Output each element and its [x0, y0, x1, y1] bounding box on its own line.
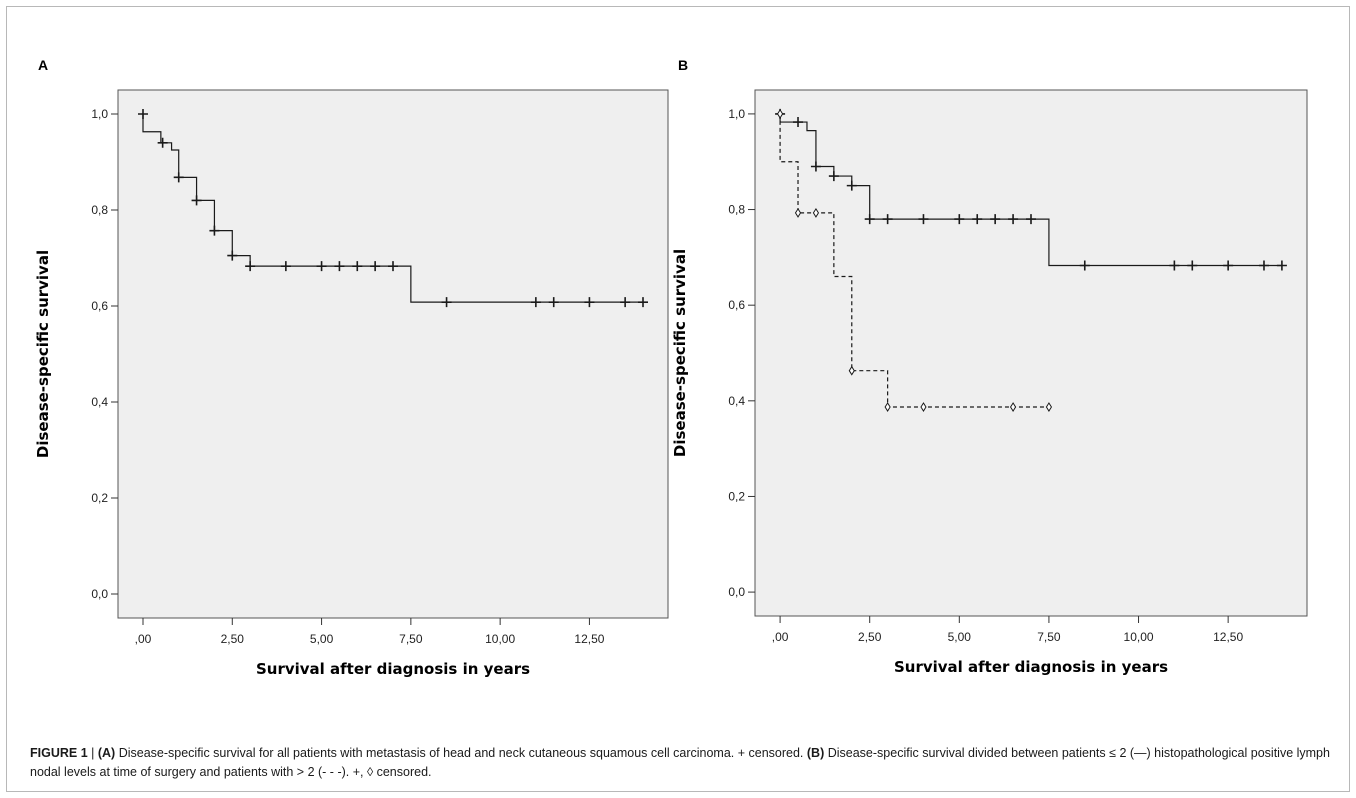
panel-a-x-tick-label: 7,50 [399, 632, 423, 646]
panel-a-x-tick-label: ,00 [135, 632, 152, 646]
panel-a-censor-plus-marker [388, 261, 398, 272]
panel-a-censor-plus-marker [209, 225, 220, 236]
panel-a-censor-plus-marker [138, 109, 148, 119]
panel-a-censor-plus-marker [334, 261, 345, 272]
panel-b-censor-plus-marker [954, 214, 965, 225]
panel-b-y-tick-label: 0,8 [728, 203, 745, 217]
panel-b-y-tick-label: 0,6 [728, 298, 745, 312]
panel-b-censor-diamond-marker [920, 402, 927, 412]
panel-b-censor-plus-marker [1169, 260, 1180, 271]
panel-b-censor-diamond-marker [1045, 402, 1053, 412]
panel-b-censor-plus-marker [828, 171, 839, 182]
panel-b-x-tick-label: 2,50 [858, 630, 882, 644]
panel-b-y-axis-label: Disease-specific survival [671, 249, 689, 457]
panel-a-letter: A [38, 57, 48, 73]
panel-b-censor-diamond-marker [1009, 402, 1017, 412]
panel-b-x-axis-label: Survival after diagnosis in years [894, 658, 1168, 676]
panel-b-censor-plus-marker [1258, 260, 1269, 271]
panel-a-x-axis-label: Survival after diagnosis in years [256, 660, 530, 678]
panel-a-censor-plus-marker [227, 250, 238, 261]
panel-a-censor-plus-marker [173, 172, 184, 183]
panel-a-censor-plus-marker [638, 297, 648, 308]
panel-b-x-tick-label: 5,00 [948, 630, 972, 644]
panel-a-censor-plus-marker [370, 261, 381, 272]
panel-b-censor-plus-marker [864, 214, 875, 225]
panel-b-censor-plus-marker [1026, 214, 1036, 225]
panel-a-censor-plus-marker [191, 195, 202, 206]
panel-b-censor-diamond-marker [777, 108, 784, 119]
panel-a-censor-plus-marker [352, 261, 363, 272]
panel-b-censor-plus-marker [990, 214, 1001, 225]
caption-b-label: (B) [806, 746, 825, 760]
panel-a-y-tick-label: 0,6 [91, 299, 108, 313]
panel-a-censor-plus-marker [620, 297, 631, 308]
caption-a-label: (A) [97, 746, 116, 760]
panel-a-y-tick-label: 0,4 [91, 395, 108, 409]
panel-a-censor-plus-marker [530, 297, 541, 308]
panel-b-letter: B [678, 57, 688, 73]
panel-a-y-tick-label: 0,8 [91, 203, 108, 217]
panel-b-censor-plus-marker [1276, 260, 1287, 271]
panel-a-censor-plus-marker [548, 297, 559, 308]
panel-b-y-tick-label: 0,0 [728, 585, 745, 599]
panel-a-censor-plus-marker [441, 297, 452, 308]
panel-a-y-tick-label: 0,0 [91, 587, 108, 601]
panel-a-censor-plus-marker [584, 297, 595, 308]
panel-a-y-tick-label: 0,2 [91, 491, 108, 505]
panel-b-censor-plus-marker [1008, 214, 1019, 225]
panel-b-censor-plus-marker [810, 161, 821, 172]
panel-a-censor-plus-marker [316, 261, 327, 272]
panel-b-x-tick-label: 7,50 [1037, 630, 1061, 644]
panel-b-censor-plus-marker [1187, 260, 1198, 271]
panel-b: B 0,0 0,2 0,4 0,6 0,8 1,0 ,00 2,50 5,00 7,50 10,00… [671, 57, 1308, 676]
panel-a-x-tick-label: 5,00 [310, 632, 334, 646]
panel-a-plot-area [117, 89, 669, 619]
figure-caption: FIGURE 1 | (A) Disease-specific survival… [30, 744, 1330, 782]
panel-a-censor-plus-marker [245, 261, 256, 272]
panel-b-censor-diamond-marker [794, 207, 802, 218]
panel-b-x-tick-label: 12,50 [1213, 630, 1243, 644]
panel-b-censor-plus-marker [882, 214, 893, 225]
panel-b-censor-diamond-marker [884, 402, 891, 412]
panel-b-censor-diamond-marker [848, 365, 855, 376]
caption-figure-label: FIGURE 1 [30, 746, 88, 760]
panel-a-censor-plus-marker [157, 137, 168, 148]
panel-b-x-tick-label: 10,00 [1124, 630, 1154, 644]
panel-b-censor-plus-marker [793, 117, 804, 128]
panel-b-censor-plus-marker [846, 180, 857, 191]
caption-separator: | [87, 746, 98, 760]
panel-b-censor-plus-marker [972, 214, 983, 225]
panel-a-x-tick-label: 10,00 [485, 632, 515, 646]
caption-a-text: Disease-specific survival for all patien… [115, 746, 807, 760]
panel-b-series-2-line [779, 113, 1049, 408]
panel-a-censor-plus-marker [280, 261, 291, 272]
panel-b-y-tick-label: 0,2 [728, 489, 745, 503]
panel-b-censor-diamond-marker [812, 207, 820, 218]
panel-b-censor-plus-marker [918, 214, 929, 225]
panel-a-x-tick-label: 2,50 [221, 632, 245, 646]
panel-a: A 0,0 0,2 0,4 0,6 0,8 1,0 ,00 2,50 5,00 7,50 10,00… [34, 57, 669, 678]
panel-b-plot-area [754, 89, 1308, 617]
panel-b-y-tick-label: 0,4 [728, 394, 745, 408]
panel-a-y-axis-label: Disease-specific survival [34, 250, 52, 458]
caption-b-text: Disease-specific survival divided betwee… [30, 746, 1330, 779]
panel-b-y-tick-label: 1,0 [728, 107, 745, 121]
panel-a-x-tick-label: 12,50 [574, 632, 604, 646]
panel-a-y-tick-label: 1,0 [91, 107, 108, 121]
panel-b-censor-plus-marker [1079, 260, 1090, 271]
panel-b-censor-plus-marker [1223, 260, 1234, 271]
panel-b-x-tick-label: ,00 [772, 630, 789, 644]
